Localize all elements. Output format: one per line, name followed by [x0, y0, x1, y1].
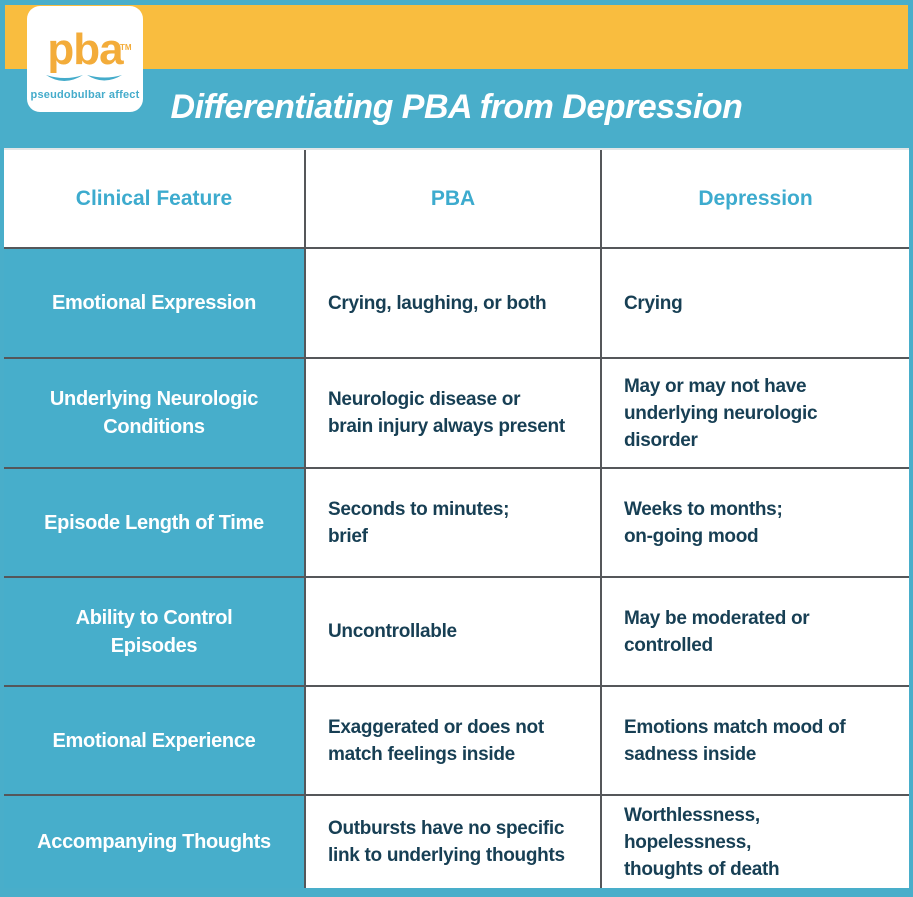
column-header-clinical-feature: Clinical Feature — [4, 150, 304, 247]
waves-icon — [46, 75, 122, 81]
brand-name: pba — [47, 25, 123, 74]
cell-depression-underlying-neurologic-conditions: May or may not have underlying neurologi… — [600, 357, 909, 467]
column-header-depression: Depression — [600, 150, 909, 247]
row-label-accompanying-thoughts: Accompanying Thoughts — [4, 794, 304, 888]
cell-depression-ability-to-control: May be moderated or controlled — [600, 576, 909, 685]
top-banner — [5, 5, 908, 69]
cell-depression-episode-length: Weeks to months; on-going mood — [600, 467, 909, 576]
column-header-pba: PBA — [304, 150, 600, 247]
page-title: Differentiating PBA from Depression — [170, 87, 743, 126]
row-label-ability-to-control: Ability to Control Episodes — [4, 576, 304, 685]
cell-pba-emotional-expression: Crying, laughing, or both — [304, 247, 600, 357]
cell-pba-accompanying-thoughts: Outbursts have no specific link to under… — [304, 794, 600, 888]
bottom-bar — [0, 888, 913, 897]
cell-depression-emotional-expression: Crying — [600, 247, 909, 357]
pba-logo-card: pba TM pseudobulbar affect — [27, 6, 143, 112]
logo-tagline: pseudobulbar affect — [30, 89, 140, 101]
comparison-table: Clinical Feature PBA Depression Emotiona… — [4, 148, 909, 888]
pba-logo-text: pba TM — [47, 28, 131, 72]
row-label-emotional-experience: Emotional Experience — [4, 685, 304, 794]
row-label-episode-length: Episode Length of Time — [4, 467, 304, 576]
trademark-symbol: TM — [120, 43, 132, 52]
cell-pba-ability-to-control: Uncontrollable — [304, 576, 600, 685]
row-label-emotional-expression: Emotional Expression — [4, 247, 304, 357]
cell-pba-underlying-neurologic-conditions: Neurologic disease or brain injury alway… — [304, 357, 600, 467]
cell-depression-accompanying-thoughts: Worthlessness, hopelessness, thoughts of… — [600, 794, 909, 888]
cell-depression-emotional-experience: Emotions match mood of sadness inside — [600, 685, 909, 794]
cell-pba-episode-length: Seconds to minutes; brief — [304, 467, 600, 576]
row-label-underlying-neurologic-conditions: Underlying Neurologic Conditions — [4, 357, 304, 467]
cell-pba-emotional-experience: Exaggerated or does not match feelings i… — [304, 685, 600, 794]
